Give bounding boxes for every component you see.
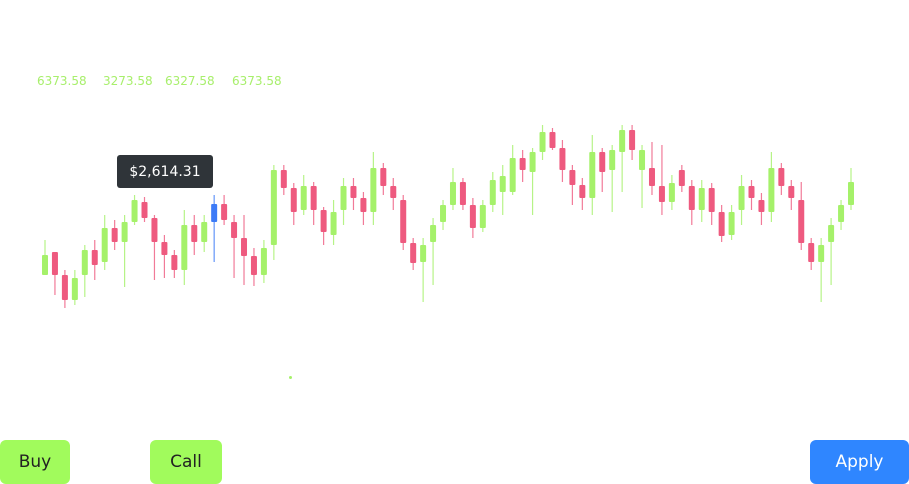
candle-body (569, 170, 576, 185)
candle-body (828, 225, 835, 242)
candle-body (838, 205, 845, 222)
candle-body (688, 186, 695, 210)
chart (42, 125, 854, 379)
call-button[interactable]: Call (150, 440, 222, 484)
candle-body (290, 188, 297, 212)
candle-body (91, 250, 98, 265)
candle-body (440, 205, 447, 222)
candle-body (539, 132, 546, 152)
candle-body (320, 210, 327, 232)
candle-body (499, 176, 506, 192)
candle-body (241, 238, 248, 256)
candle-body (698, 188, 705, 210)
candle-body (559, 148, 566, 170)
candle-body (350, 186, 357, 198)
candle-body (410, 243, 417, 263)
candle-body (390, 186, 397, 198)
candle-body (678, 170, 685, 186)
candle-body (808, 243, 815, 262)
candle-body (648, 168, 655, 186)
candle-body (400, 200, 407, 243)
candle-body (509, 158, 516, 192)
candle-body (728, 212, 735, 235)
candle-body (430, 225, 437, 242)
candle-body (818, 245, 825, 262)
candle-body (589, 152, 596, 198)
tooltip: $2,614.31 (117, 155, 213, 188)
price-label: 6327.58 (165, 74, 215, 88)
candle-body (479, 205, 486, 228)
candle-body (738, 186, 745, 210)
buy-button[interactable]: Buy (0, 440, 70, 484)
candle-body (250, 256, 257, 275)
candle-body (420, 245, 427, 262)
price-label: 6373.58 (37, 74, 87, 88)
candle-body (549, 132, 556, 148)
price-label: 6373.58 (232, 74, 282, 88)
candle-body (609, 150, 616, 170)
candle-body (708, 188, 715, 212)
candle-body (71, 278, 78, 300)
candle-body (469, 205, 476, 228)
candle-body (300, 186, 307, 210)
candle-body (61, 275, 68, 300)
candle-body (340, 186, 347, 210)
candle-body (330, 212, 337, 235)
candle-body (658, 186, 665, 202)
candle-body (529, 152, 536, 172)
price-label: 3273.58 (103, 74, 153, 88)
candle-body (101, 228, 108, 262)
candle-body (111, 228, 118, 242)
candle-body (668, 183, 675, 202)
candle-body (231, 222, 238, 238)
dot (289, 376, 292, 379)
candle-body (211, 204, 218, 222)
candle-body (380, 168, 387, 186)
candle-body (778, 168, 785, 186)
apply-button[interactable]: Apply (810, 440, 909, 484)
candle-body (131, 200, 138, 222)
candle-body (748, 186, 755, 198)
candle-body (260, 248, 267, 275)
candle-body (151, 218, 158, 242)
candle-body (51, 252, 58, 275)
candle-body (221, 204, 228, 220)
candle-body (360, 198, 367, 212)
candle-body (201, 222, 208, 242)
candle-body (639, 150, 646, 170)
candle-body (718, 212, 725, 236)
candle-body (459, 182, 466, 205)
candle-body (619, 130, 626, 152)
candle-body (449, 182, 456, 205)
candle-body (121, 222, 128, 242)
candle-body (798, 200, 805, 243)
candle-body (42, 255, 48, 275)
candle-body (141, 202, 148, 218)
candle-body (519, 158, 526, 170)
candle-body (280, 170, 287, 188)
candle-body (848, 182, 854, 205)
candle-body (599, 152, 606, 172)
candle-body (370, 168, 377, 212)
candle-body (81, 250, 88, 275)
candle-body (788, 186, 795, 198)
candle-body (579, 185, 586, 198)
candle-body (489, 180, 496, 205)
candle-body (191, 225, 198, 242)
candle-body (629, 130, 636, 150)
candle-body (768, 168, 775, 212)
candle-body (181, 225, 188, 270)
candle-body (270, 170, 277, 245)
candle-body (310, 186, 317, 210)
candle-body (161, 242, 168, 255)
candle-body (171, 255, 178, 270)
candle-body (758, 200, 765, 212)
